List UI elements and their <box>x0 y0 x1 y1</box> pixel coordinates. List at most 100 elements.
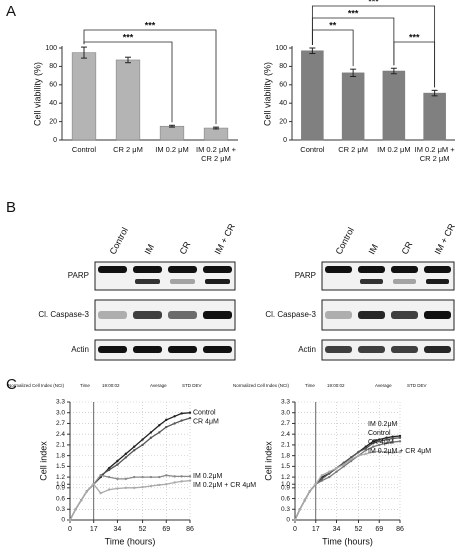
panel-label: A <box>6 3 16 20</box>
bar <box>71 52 97 141</box>
lane-label: IM <box>367 243 381 257</box>
point <box>398 440 402 443</box>
band <box>393 279 416 284</box>
band <box>424 311 451 319</box>
y-tick-label: 80 <box>279 63 287 70</box>
point <box>85 490 88 493</box>
band <box>325 266 352 273</box>
y-tick-label: 2.7 <box>281 420 290 427</box>
point <box>158 424 161 427</box>
bar <box>382 70 406 141</box>
y-tick-label: 3.3 <box>56 399 65 406</box>
point <box>188 416 192 420</box>
lane-label: CR <box>178 239 193 256</box>
x-tick-label: Control <box>71 145 97 154</box>
point <box>99 491 102 495</box>
point <box>335 470 338 473</box>
x-tick-label: IM 0.2 μM + CR 2 μM <box>196 145 236 163</box>
band <box>98 266 127 273</box>
x-tick-label: 0 <box>293 526 297 533</box>
band <box>358 346 385 353</box>
point <box>107 488 111 491</box>
point <box>391 437 394 440</box>
y-tick-label: 1.0 <box>56 481 65 488</box>
blot-frame <box>94 299 236 331</box>
series-label: IM 0.2μM + CR 4μM <box>193 482 256 489</box>
point <box>371 450 375 454</box>
toolbar-text: Time <box>80 383 90 388</box>
band <box>358 311 385 319</box>
y-tick-label: 0 <box>53 137 57 144</box>
point <box>107 468 111 472</box>
point <box>180 480 183 483</box>
y-tick-label: 2.4 <box>281 431 290 438</box>
point <box>349 458 353 461</box>
y-tick-label: 80 <box>49 63 57 70</box>
y-tick-label: 0 <box>61 517 65 524</box>
y-tick-label: 1.0 <box>281 481 290 488</box>
point <box>180 419 183 422</box>
point <box>298 508 302 511</box>
point <box>398 436 402 439</box>
x-axis-label: Time (hours) <box>322 536 373 546</box>
point <box>385 450 388 454</box>
point <box>165 483 168 486</box>
band <box>360 279 383 284</box>
point <box>141 475 144 479</box>
y-tick-label: 3.0 <box>56 409 65 416</box>
blot-frame <box>321 339 455 361</box>
toolbar-text: Time <box>305 383 315 388</box>
point <box>342 463 346 466</box>
point <box>116 463 119 466</box>
point <box>74 508 77 511</box>
y-tick-label: 0.3 <box>281 506 290 513</box>
row-label: PARP <box>295 271 316 280</box>
x-tick-label: CR 2 μM <box>113 145 143 154</box>
bar <box>301 50 324 141</box>
point <box>371 441 375 445</box>
row-label: Cl. Caspase-3 <box>265 310 316 319</box>
x-tick-label: 52 <box>139 526 147 533</box>
significance-label: ** <box>329 20 337 30</box>
point <box>320 479 324 482</box>
point <box>116 477 119 481</box>
point <box>107 466 111 470</box>
point <box>173 415 176 418</box>
row-label: Actin <box>298 345 316 354</box>
y-axis-label: Cell index <box>263 441 273 481</box>
point <box>165 425 168 429</box>
point <box>132 475 136 479</box>
point <box>385 436 388 439</box>
lane-label: IM <box>143 243 157 257</box>
point <box>132 449 136 452</box>
series-line <box>69 474 190 521</box>
y-tick-label: 60 <box>49 82 57 89</box>
lane-label: Control <box>108 226 130 256</box>
point <box>378 443 381 447</box>
point <box>180 412 183 415</box>
band <box>424 266 451 273</box>
y-axis-label: Cell viability (%) <box>262 62 272 126</box>
point <box>92 483 95 486</box>
y-tick-label: 40 <box>49 100 57 107</box>
point <box>335 466 338 470</box>
band <box>98 311 127 319</box>
y-tick-label: 1.8 <box>281 452 290 459</box>
y-tick-label: 0 <box>286 517 290 524</box>
point <box>398 450 402 454</box>
band <box>168 311 197 319</box>
point <box>349 456 353 459</box>
band <box>325 346 352 353</box>
row-label: Actin <box>71 345 89 354</box>
series-line <box>294 450 401 521</box>
point <box>314 483 317 486</box>
x-tick-label: 69 <box>375 526 383 533</box>
point <box>385 441 388 445</box>
point <box>308 490 311 493</box>
point <box>385 438 388 441</box>
y-tick-label: 0.9 <box>281 485 290 492</box>
point <box>364 452 368 456</box>
y-tick-label: 0.6 <box>281 495 290 502</box>
series-label: CR 4μM <box>368 439 394 446</box>
band <box>168 346 197 353</box>
